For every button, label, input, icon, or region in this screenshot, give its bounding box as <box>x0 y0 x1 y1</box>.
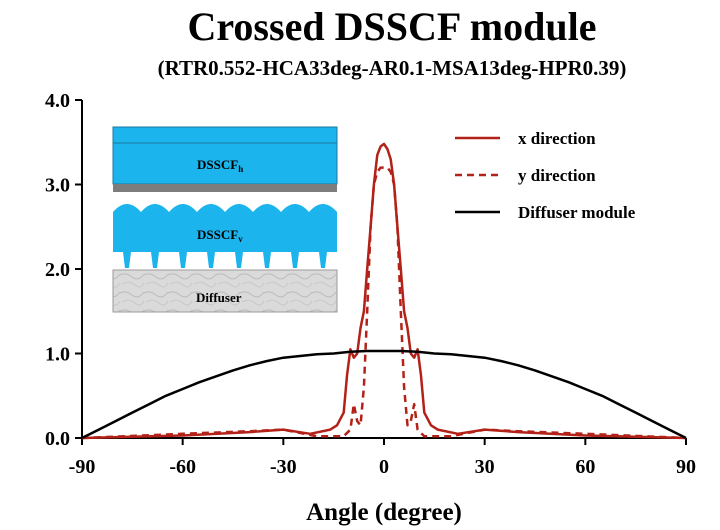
dsscf-v-label: DSSCFv <box>197 227 243 244</box>
series-y-direction <box>81 166 687 440</box>
x-axis-label: Angle (degree) <box>306 499 462 526</box>
x-tick-label: -30 <box>270 456 297 478</box>
series-x-direction <box>81 142 687 440</box>
x-tick-label: -60 <box>169 456 196 478</box>
diffuser-label: Diffuser <box>196 290 242 305</box>
x-tick-label: 90 <box>676 456 696 478</box>
chart-subtitle: (RTR0.552-HCA33deg-AR0.1-MSA13deg-HPR0.3… <box>158 56 627 80</box>
dsscf-v-label-main: DSSCF <box>197 227 238 242</box>
dsscf-h-layer <box>112 126 338 185</box>
y-tick-label: 3.0 <box>45 175 70 197</box>
dsscf-h-label: DSSCFh <box>197 157 243 174</box>
x-tick-label: 0 <box>379 456 389 478</box>
axes: -90 -60 -30 0 30 60 90 0.0 1.0 2.0 3.0 4.0 Angle (de… <box>45 90 696 526</box>
film-stack-inset: DSSCFh DSSCFv Diffuser <box>112 126 338 313</box>
legend-label-y-direction: y direction <box>518 166 596 185</box>
series-diffuser-module <box>81 349 687 440</box>
y-tick-label: 2.0 <box>45 259 70 281</box>
dsscf-v-layer <box>113 204 337 268</box>
dsscf-h-label-sub: h <box>238 164 243 174</box>
base-film <box>113 184 337 192</box>
y-tick-label: 0.0 <box>45 428 70 450</box>
legend-label-x-direction: x direction <box>518 129 596 148</box>
legend-label-diffuser-module: Diffuser module <box>518 203 636 222</box>
x-tick-label: 30 <box>475 456 495 478</box>
data-series <box>81 142 687 440</box>
legend: x direction y direction Diffuser module <box>455 129 636 222</box>
y-tick-label: 4.0 <box>45 90 70 112</box>
x-tick-label: -90 <box>69 456 96 478</box>
chart-title: Crossed DSSCF module <box>188 4 597 49</box>
y-tick-label: 1.0 <box>45 344 70 366</box>
x-tick-label: 60 <box>575 456 595 478</box>
dsscf-v-label-sub: v <box>238 234 243 244</box>
diffuser-layer <box>112 269 338 313</box>
dsscf-h-label-main: DSSCF <box>197 157 238 172</box>
